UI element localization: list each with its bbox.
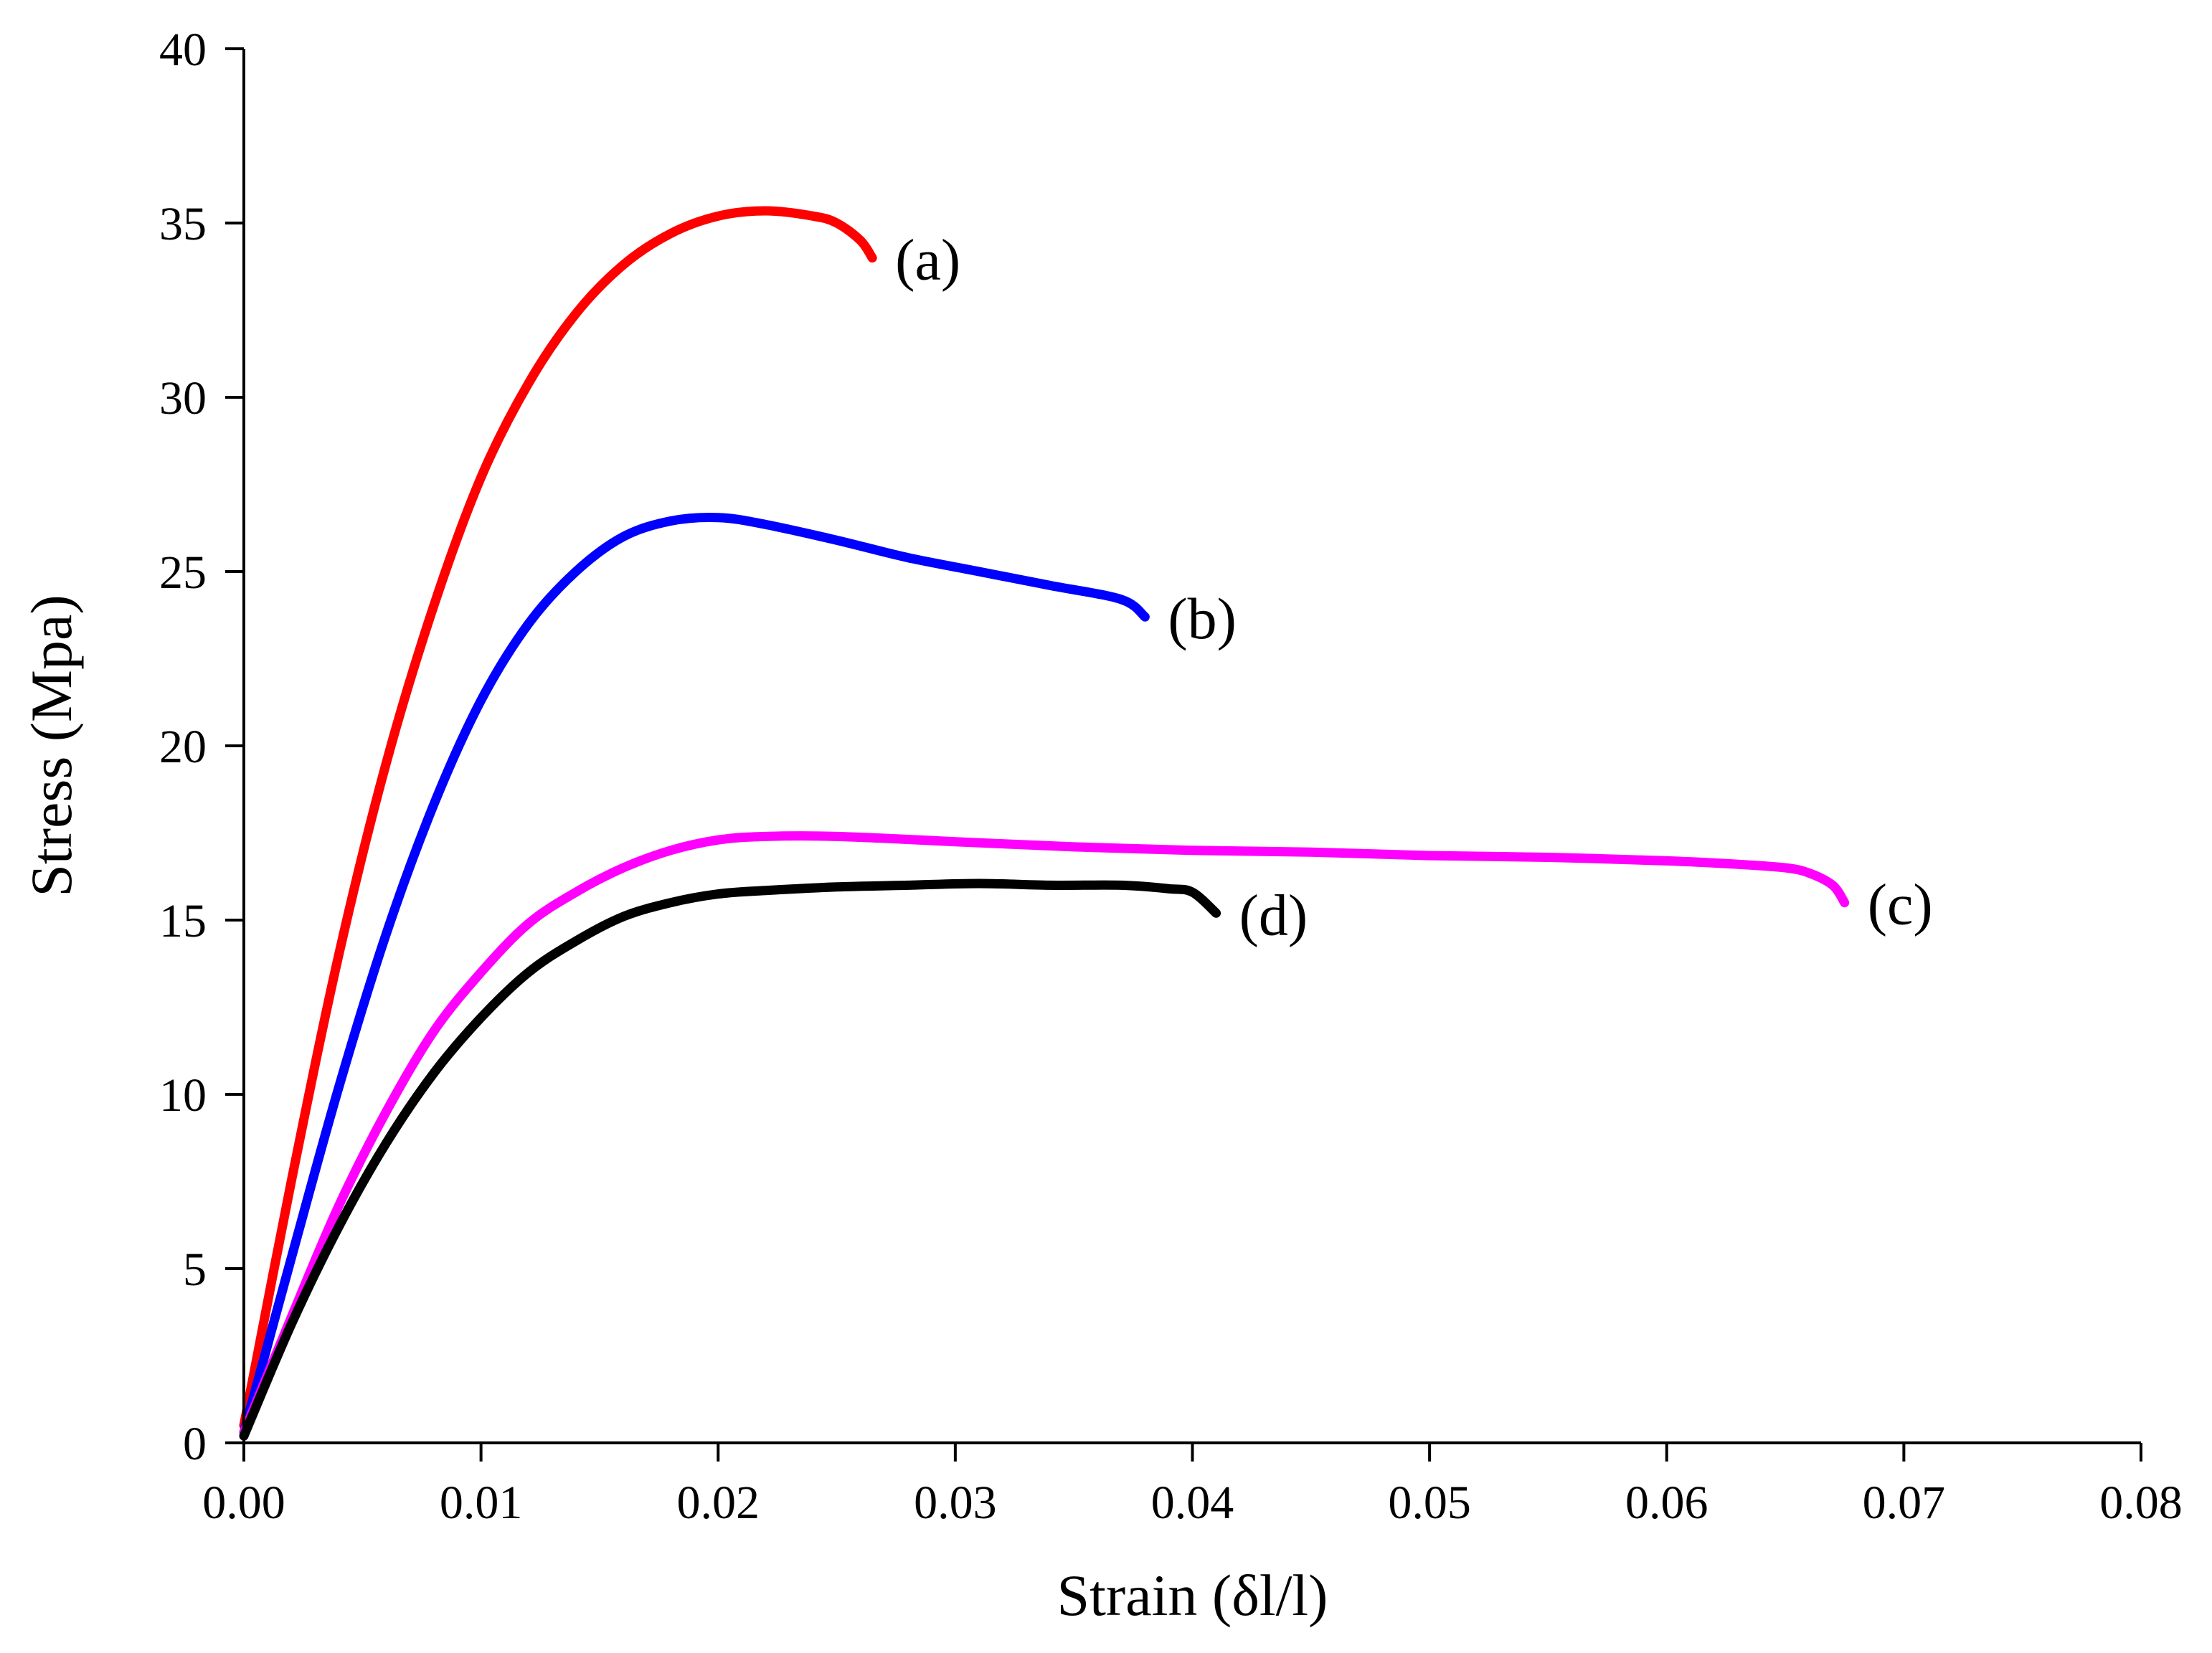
y-axis-title: Stress (Mpa) [19,595,84,896]
x-tick-label: 0.01 [440,1477,523,1529]
series-labels: (a) (b) (c) (d) [895,227,1933,948]
x-tick-label: 0.06 [1625,1477,1708,1529]
y-tick-label: 30 [159,372,207,425]
y-tick-label: 35 [159,198,207,250]
y-tick-label: 20 [159,721,207,773]
series-line-b [239,512,1150,1437]
series-line-a [239,206,877,1431]
x-tick-label: 0.08 [2099,1477,2183,1529]
x-tick-label: 0.05 [1388,1477,1471,1529]
series-label-c: (c) [1868,872,1933,937]
series-layer [239,206,1850,1441]
x-tick-label: 0.07 [1863,1477,1946,1529]
series-line-c [239,831,1850,1437]
y-tick-label: 15 [159,895,207,947]
x-tick-label: 0.00 [202,1477,285,1529]
x-tick-label: 0.02 [677,1477,760,1529]
y-tick-label: 5 [183,1244,207,1296]
y-tick-label: 40 [159,24,207,76]
y-axis-ticks: 0 5 10 15 20 25 30 35 40 [159,24,244,1470]
x-axis-title: Strain (δl/l) [1057,1563,1328,1628]
series-label-d: (d) [1239,882,1308,947]
x-axis-ticks: 0.00 0.01 0.02 0.03 0.04 0.05 0.06 0.07 0.08 [202,1443,2183,1529]
series-label-a: (a) [895,227,960,293]
x-tick-label: 0.04 [1151,1477,1234,1529]
x-tick-label: 0.03 [914,1477,997,1529]
axes-layer [242,49,2141,1444]
y-tick-label: 0 [183,1418,207,1470]
y-tick-label: 10 [159,1069,207,1122]
y-tick-label: 25 [159,546,207,599]
series-label-b: (b) [1168,586,1237,651]
series-line-d [239,878,1221,1441]
